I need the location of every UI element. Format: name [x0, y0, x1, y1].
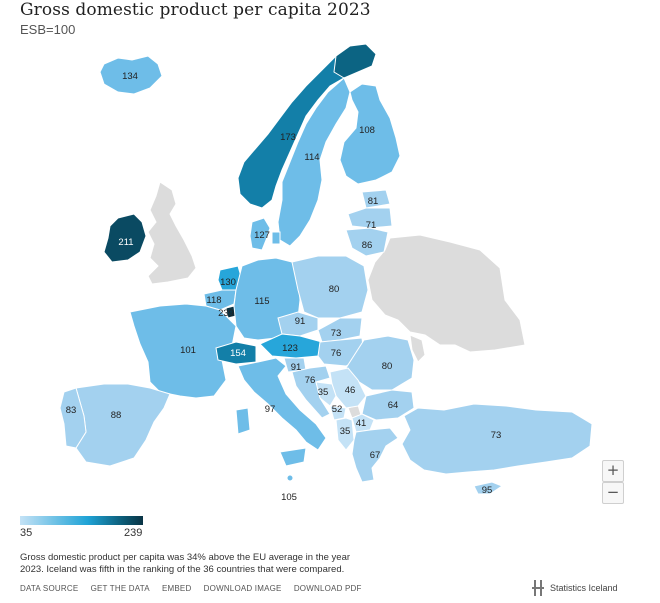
country-sweden[interactable] — [277, 77, 351, 247]
country-greece[interactable] — [351, 427, 399, 483]
label-montenegro: 52 — [332, 404, 343, 415]
label-ireland: 211 — [118, 237, 133, 248]
data-source-link[interactable]: DATA SOURCE — [20, 584, 79, 593]
label-switzerland: 154 — [230, 348, 246, 359]
label-iceland: 134 — [122, 71, 138, 82]
label-greece: 67 — [370, 450, 381, 461]
label-portugal: 83 — [66, 405, 77, 416]
label-spain: 88 — [111, 410, 122, 421]
label-cyprus: 95 — [482, 485, 493, 496]
label-albania: 35 — [340, 426, 351, 437]
chart-subtitle: ESB=100 — [20, 22, 76, 37]
zoom-in-button[interactable]: + — [602, 460, 624, 482]
label-serbia: 46 — [345, 385, 356, 396]
country-russia-belarus-ukraine — [367, 234, 526, 353]
country-bosnia[interactable] — [315, 381, 337, 407]
label-poland: 80 — [329, 284, 340, 295]
country-italy[interactable] — [237, 357, 327, 451]
country-italy-sicily[interactable] — [279, 447, 307, 467]
country-poland[interactable] — [291, 255, 369, 319]
country-ireland[interactable] — [103, 213, 147, 263]
country-denmark[interactable] — [249, 217, 281, 251]
country-moldova — [409, 334, 426, 363]
label-hungary: 76 — [331, 348, 342, 359]
label-norway: 173 — [280, 132, 296, 143]
legend-max-label: 239 — [124, 527, 143, 539]
statistics-iceland-logo-icon — [532, 580, 544, 596]
label-denmark: 127 — [254, 230, 270, 241]
download-image-link[interactable]: DOWNLOAD IMAGE — [203, 584, 282, 593]
label-finland: 108 — [359, 125, 375, 136]
label-latvia: 71 — [366, 220, 377, 231]
label-bulgaria: 64 — [388, 400, 399, 411]
label-belgium: 118 — [206, 295, 221, 306]
country-north-macedonia[interactable] — [351, 413, 375, 433]
label-czechia: 91 — [295, 316, 306, 327]
country-lithuania[interactable] — [345, 227, 389, 257]
country-italy-sardinia[interactable] — [235, 407, 251, 435]
legend-min-label: 35 — [20, 527, 33, 539]
country-united-kingdom — [147, 181, 197, 285]
brand: Statistics Iceland — [532, 580, 618, 596]
chart-title: Gross domestic product per capita 2023 — [20, 0, 371, 20]
country-iceland[interactable] — [99, 55, 163, 95]
label-netherlands: 130 — [220, 277, 236, 288]
label-austria: 123 — [282, 343, 298, 354]
country-turkey[interactable] — [401, 403, 593, 475]
zoom-out-button[interactable]: − — [602, 482, 624, 504]
label-sweden: 114 — [304, 152, 319, 163]
country-spain[interactable] — [75, 383, 171, 467]
label-germany: 115 — [254, 296, 269, 307]
label-romania: 80 — [382, 361, 393, 372]
country-cyprus[interactable] — [473, 481, 504, 495]
label-bosnia: 35 — [318, 387, 329, 398]
label-north-macedonia: 41 — [356, 418, 367, 429]
country-estonia[interactable] — [361, 189, 391, 209]
label-estonia: 81 — [368, 196, 379, 207]
label-france: 101 — [180, 345, 196, 356]
label-slovakia: 73 — [331, 328, 342, 339]
country-malta[interactable] — [286, 474, 294, 482]
brand-name: Statistics Iceland — [550, 583, 618, 593]
country-finland[interactable] — [339, 83, 401, 185]
europe-map[interactable]: 134 173 114 108 81 71 86 127 211 130 118… — [0, 36, 660, 516]
download-pdf-link[interactable]: DOWNLOAD PDF — [293, 584, 362, 593]
label-italy: 97 — [265, 404, 276, 415]
get-the-data-link[interactable]: GET THE DATA — [90, 584, 150, 593]
color-legend-bar — [20, 516, 143, 525]
label-croatia: 76 — [305, 375, 316, 386]
country-latvia[interactable] — [347, 207, 393, 229]
label-slovenia: 91 — [291, 362, 302, 373]
label-malta: 105 — [281, 492, 297, 503]
label-lithuania: 86 — [362, 240, 373, 251]
label-luxembourg: 239 — [218, 308, 234, 319]
label-turkey: 73 — [491, 430, 502, 441]
chart-note: Gross domestic product per capita was 34… — [20, 552, 351, 575]
country-portugal[interactable] — [59, 387, 87, 449]
country-norway-north[interactable] — [333, 43, 377, 79]
country-france[interactable] — [129, 303, 237, 399]
footer-links: DATA SOURCE GET THE DATA EMBED DOWNLOAD … — [20, 584, 372, 593]
embed-link[interactable]: EMBED — [161, 584, 192, 593]
